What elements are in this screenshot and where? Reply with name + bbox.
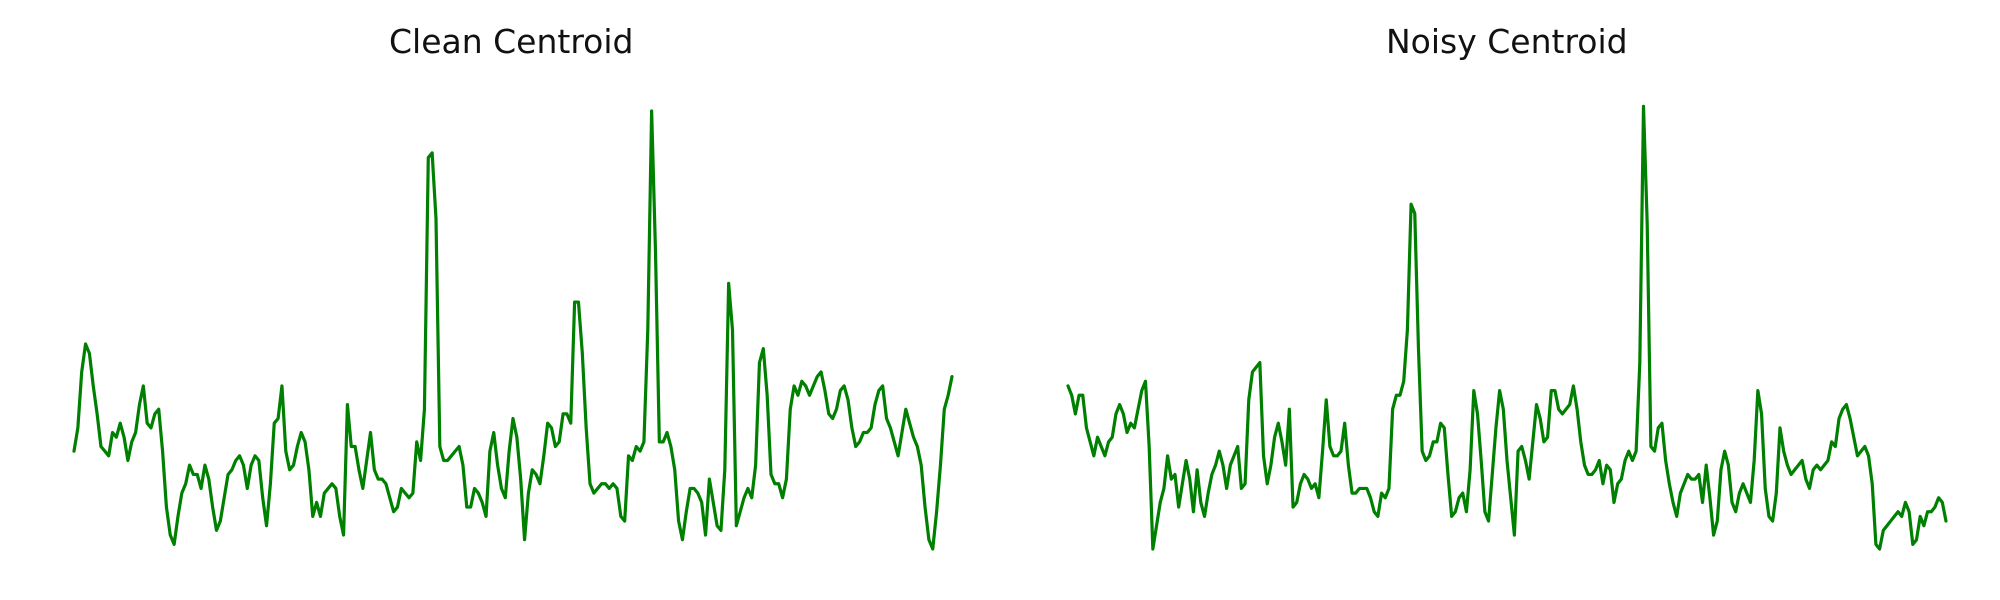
chart-panel-clean: Clean Centroid (72, 22, 954, 551)
chart-canvas-clean (72, 109, 954, 551)
series-line-1-0 (1066, 104, 1948, 551)
chart-panel-noisy: Noisy Centroid (1000, 0, 2000, 600)
chart-title-clean: Clean Centroid (389, 22, 634, 61)
chart-title-noisy: Noisy Centroid (1386, 22, 1628, 61)
series-line-0-0 (72, 109, 954, 551)
chart-canvas-noisy (1066, 104, 1948, 551)
